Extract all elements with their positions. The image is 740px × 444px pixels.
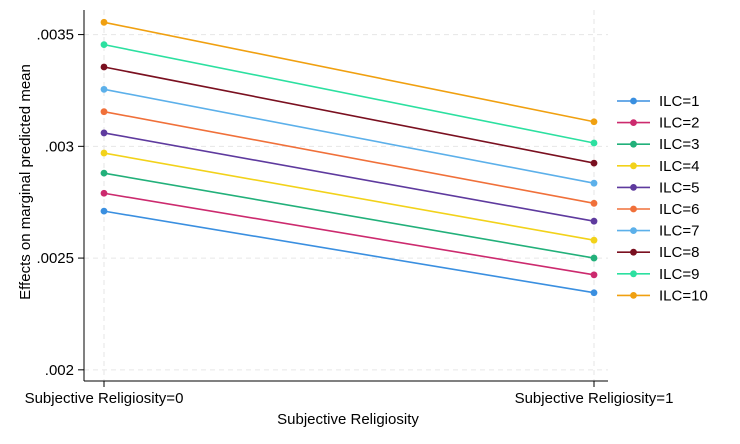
series-lines <box>100 18 598 297</box>
data-point <box>100 63 108 71</box>
legend-label: ILC=1 <box>659 93 699 110</box>
data-point <box>590 289 598 297</box>
series-line <box>103 110 595 205</box>
x-tick-label: Subjective Religiosity=1 <box>515 390 674 407</box>
data-point <box>100 207 108 215</box>
legend-label: ILC=6 <box>659 201 699 218</box>
legend-item: ILC=7 <box>617 223 699 240</box>
series-line <box>103 43 595 144</box>
series-ILC=3 <box>100 169 598 262</box>
legend-item: ILC=10 <box>617 287 708 304</box>
series-ILC=5 <box>100 129 598 225</box>
legend-marker <box>630 119 637 126</box>
series-ILC=9 <box>100 41 598 147</box>
series-line <box>103 172 595 259</box>
y-axis-title: Effects on marginal predicted mean <box>17 64 34 300</box>
legend-item: ILC=1 <box>617 93 699 110</box>
series-ILC=10 <box>100 18 598 126</box>
y-tick-label: .0035 <box>36 27 74 44</box>
legend-marker <box>630 162 637 170</box>
legend-item: ILC=2 <box>617 115 699 132</box>
legend-label: ILC=8 <box>659 244 699 261</box>
legend-label: ILC=2 <box>659 115 699 132</box>
legend-label: ILC=3 <box>659 136 699 153</box>
series-line <box>103 192 595 276</box>
legend-item: ILC=5 <box>617 179 699 196</box>
data-point <box>590 236 598 244</box>
series-line <box>103 152 595 241</box>
data-point <box>100 41 108 49</box>
legend-item: ILC=3 <box>617 136 699 153</box>
gridlines <box>84 10 608 381</box>
axes: .002 .0025 .003 .0035 Subjective Religiosity… <box>25 10 674 407</box>
series-ILC=1 <box>100 207 598 297</box>
legend-marker <box>630 227 637 235</box>
legend-label: ILC=4 <box>659 158 699 175</box>
data-point <box>590 159 598 167</box>
legend-label: ILC=7 <box>659 223 699 240</box>
legend-item: ILC=4 <box>617 158 699 175</box>
legend-marker <box>630 248 637 256</box>
series-line <box>103 21 595 123</box>
legend-marker <box>630 140 637 148</box>
series-line <box>103 66 595 164</box>
legend: ILC=1 ILC=2 ILC=3 ILC=4 ILC=5 ILC=6 ILC=7 ILC=8… <box>617 93 708 304</box>
data-point <box>100 129 108 137</box>
data-point <box>590 254 598 262</box>
data-point <box>590 199 598 207</box>
data-point <box>100 149 108 157</box>
legend-marker <box>630 270 637 278</box>
legend-marker <box>630 205 637 213</box>
series-ILC=8 <box>100 63 598 167</box>
series-ILC=6 <box>100 108 598 207</box>
legend-marker <box>630 184 637 191</box>
series-ILC=2 <box>100 189 598 279</box>
data-point <box>100 85 108 93</box>
data-point <box>590 179 598 187</box>
x-axis-title: Subjective Religiosity <box>277 411 419 428</box>
series-ILC=4 <box>100 149 598 244</box>
data-point <box>100 18 108 26</box>
legend-item: ILC=6 <box>617 201 699 218</box>
legend-marker <box>630 97 637 105</box>
legend-label: ILC=5 <box>659 179 699 196</box>
legend-item: ILC=9 <box>617 266 699 283</box>
data-point <box>590 139 598 147</box>
legend-marker <box>630 292 637 299</box>
data-point <box>100 108 108 116</box>
y-tick-label: .003 <box>45 138 74 155</box>
series-line <box>103 210 595 294</box>
x-tick-label: Subjective Religiosity=0 <box>25 390 184 407</box>
y-tick-label: .002 <box>45 362 74 379</box>
legend-label: ILC=9 <box>659 266 699 283</box>
series-line <box>103 132 595 222</box>
data-point <box>590 217 598 225</box>
data-point <box>100 169 108 177</box>
data-point <box>590 271 598 279</box>
data-point <box>100 189 108 197</box>
legend-label: ILC=10 <box>659 287 708 304</box>
data-point <box>590 118 598 126</box>
legend-item: ILC=8 <box>617 244 699 261</box>
series-ILC=7 <box>100 85 598 187</box>
series-line <box>103 88 595 184</box>
y-tick-label: .0025 <box>36 250 74 267</box>
